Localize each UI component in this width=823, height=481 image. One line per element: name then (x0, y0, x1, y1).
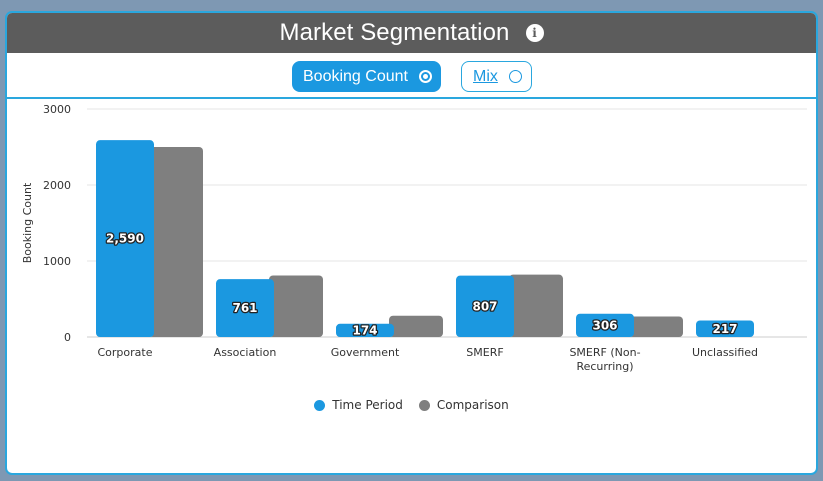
card-title: Market Segmentation (279, 19, 510, 46)
market-segmentation-card: Market Segmentation i Booking Count Mix … (5, 11, 818, 475)
mix-toggle[interactable]: Mix (461, 61, 532, 92)
legend-item-time-period[interactable]: Time Period (314, 398, 403, 412)
chart-legend: Time Period Comparison (7, 395, 816, 415)
y-tick-label-1000: 1000 (43, 255, 71, 268)
booking-count-bar-chart: 0 1000 2000 3000 Booking Count 2,590 Corporate… (21, 103, 807, 373)
y-axis-title: Booking Count (21, 182, 34, 263)
data-label-time-period-1: 761 (232, 301, 257, 315)
data-label-time-period-2: 174 (352, 323, 377, 337)
legend-dot-time-period (314, 399, 326, 411)
bar-comparison-3 (509, 274, 563, 337)
legend-label-time-period: Time Period (332, 398, 403, 412)
radio-selected-icon (419, 70, 432, 83)
booking-count-toggle[interactable]: Booking Count (292, 61, 441, 92)
radio-unselected-icon (509, 70, 522, 83)
bar-comparison-2 (389, 315, 443, 337)
booking-count-label: Booking Count (303, 67, 408, 85)
y-tick-label-2000: 2000 (43, 179, 71, 192)
y-tick-label-0: 0 (64, 331, 71, 344)
data-label-time-period-3: 807 (472, 299, 497, 313)
card-header: Market Segmentation i (7, 13, 816, 53)
x-tick-label-0-0: Corporate (98, 346, 153, 359)
x-tick-label-5-0: Unclassified (692, 346, 758, 359)
bar-time-period-3 (456, 275, 514, 337)
bar-time-period-1 (216, 279, 274, 337)
mix-label: Mix (473, 67, 498, 85)
data-label-time-period-0: 2,590 (106, 232, 144, 246)
bar-comparison-0 (149, 147, 203, 337)
data-label-time-period-5: 217 (712, 322, 737, 336)
data-label-time-period-4: 306 (592, 318, 617, 332)
legend-label-comparison: Comparison (436, 398, 509, 412)
x-tick-label-2-0: Government (331, 346, 400, 359)
y-tick-label-3000: 3000 (43, 103, 71, 116)
legend-item-comparison[interactable]: Comparison (418, 398, 509, 412)
x-tick-label-4-1: Recurring) (576, 360, 633, 373)
bar-time-period-5 (696, 320, 754, 337)
view-toggle-bar: Booking Count Mix (7, 53, 816, 99)
x-tick-label-4-0: SMERF (Non- (569, 346, 640, 359)
bar-time-period-4 (576, 313, 634, 337)
legend-dot-comparison (418, 399, 430, 411)
x-tick-label-1-0: Association (214, 346, 277, 359)
bar-comparison-1 (269, 275, 323, 337)
bar-comparison-4 (629, 316, 683, 337)
bar-time-period-0 (96, 140, 154, 337)
info-icon[interactable]: i (525, 24, 544, 42)
bar-time-period-2 (336, 323, 394, 337)
x-tick-label-3-0: SMERF (466, 346, 503, 359)
